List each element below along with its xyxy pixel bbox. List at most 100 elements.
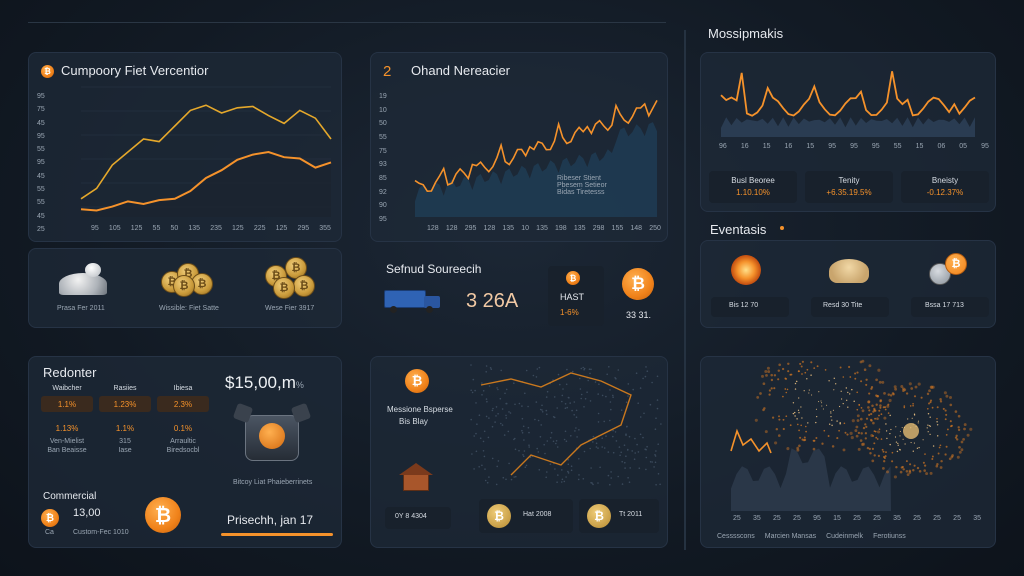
tick-label: 45 — [37, 119, 45, 127]
legend-item: Marcien Mansas — [764, 533, 817, 540]
tick-label: 250 — [649, 225, 661, 232]
map-dot — [543, 443, 545, 446]
scatter-point — [880, 438, 883, 440]
column-foot: Iase — [118, 447, 132, 454]
column-foot: Ven-Mielist — [49, 438, 85, 445]
tick-label: 95 — [981, 143, 989, 150]
tick-label: 55 — [152, 225, 161, 232]
map-dot — [505, 417, 508, 419]
scatter-point — [777, 434, 781, 437]
map-dot — [657, 473, 660, 475]
scatter-point — [854, 372, 857, 375]
x-axis-labels: 96 16 15 16 15 95 95 95 55 15 06 05 95 — [719, 143, 989, 150]
tick-label: 128 — [427, 225, 439, 232]
map-dot — [549, 437, 552, 439]
scatter-point — [822, 408, 824, 410]
gold-coin-icon: ₿ — [587, 504, 611, 528]
scatter-point — [867, 400, 871, 404]
map-dot — [645, 366, 647, 368]
map-dot — [615, 378, 617, 380]
scatter-point — [800, 406, 802, 408]
map-dot — [657, 443, 659, 445]
scatter-point — [963, 427, 966, 431]
event-label: Bis 12 70 — [729, 302, 759, 309]
map-dot — [505, 402, 507, 405]
map-dot — [527, 426, 530, 429]
scatter-point — [768, 393, 771, 396]
map-dot — [595, 442, 598, 445]
map-dot — [612, 394, 614, 397]
map-dot — [486, 481, 489, 484]
scatter-point — [963, 423, 967, 427]
map-dot — [651, 381, 653, 384]
redonter-column: Rasiies 1.23% 1.1% 315 Iase — [99, 385, 151, 454]
scatter-point — [849, 431, 853, 435]
scatter-point — [912, 404, 914, 407]
scatter-point — [843, 422, 846, 425]
scatter-point — [883, 456, 886, 460]
scatter-point — [855, 434, 859, 438]
map-dot — [486, 400, 488, 403]
map-dot — [597, 393, 599, 395]
house-label-box: 0Y 8 4304 — [385, 507, 451, 529]
map-dot — [583, 406, 585, 408]
map-dot — [478, 414, 481, 416]
scatter-point — [876, 394, 879, 398]
map-dot — [572, 370, 574, 373]
map-dot — [626, 449, 629, 451]
map-dot — [507, 430, 510, 433]
scatter-point — [912, 468, 915, 472]
coin-card: ₿ Tt 2011 — [579, 499, 659, 533]
scatter-point — [873, 407, 876, 411]
map-dot — [639, 387, 642, 389]
center-value: 3 26A — [466, 290, 519, 312]
scatter-point — [937, 452, 940, 455]
house-label: 0Y 8 4304 — [395, 513, 427, 520]
scatter-point — [804, 438, 807, 441]
map-dot — [508, 462, 510, 465]
scatter-point — [799, 436, 802, 439]
map-dot — [485, 398, 488, 400]
map-dot — [627, 383, 630, 385]
map-dot — [594, 381, 597, 383]
map-dot — [485, 415, 488, 418]
map-dot — [481, 394, 483, 396]
bitcoin-icon: ₿ — [41, 509, 59, 527]
scatter-point — [882, 406, 885, 409]
scatter-point — [899, 470, 903, 474]
scatter-point — [900, 466, 903, 469]
big-value: $15,00,m% — [225, 373, 304, 393]
scatter-point — [856, 371, 859, 374]
scatter-point — [894, 436, 897, 438]
stat-box: Tenity +6.35.19.5% — [805, 171, 893, 203]
scatter-point — [828, 423, 831, 425]
map-dot — [561, 478, 564, 481]
tick-label: 15 — [833, 515, 841, 522]
scatter-point — [784, 388, 787, 390]
map-dot — [617, 369, 620, 371]
scatter-point — [823, 429, 826, 432]
tick-label: 25 — [913, 515, 921, 522]
map-dot — [603, 420, 605, 423]
scatter-point — [857, 447, 861, 451]
tick-label: 95 — [91, 225, 99, 232]
map-dot — [482, 440, 485, 443]
scatter-point — [879, 399, 883, 402]
scatter-point — [800, 365, 803, 368]
map-dot — [590, 467, 592, 469]
row-value: 1.13% — [55, 424, 79, 433]
map-dot — [481, 464, 483, 467]
events-title: Eventasis — [710, 222, 767, 237]
map-dot — [505, 414, 507, 417]
scatter-point — [854, 429, 858, 433]
scatter-point — [832, 409, 834, 411]
scatter-point — [759, 392, 762, 395]
scatter-point — [858, 404, 861, 406]
map-dot — [541, 411, 544, 413]
map-dot — [483, 430, 486, 433]
scatter-point — [945, 413, 948, 416]
map-dot — [606, 373, 608, 376]
scatter-point — [778, 418, 781, 421]
tick-label: 95 — [37, 93, 45, 100]
scatter-point — [816, 365, 819, 368]
